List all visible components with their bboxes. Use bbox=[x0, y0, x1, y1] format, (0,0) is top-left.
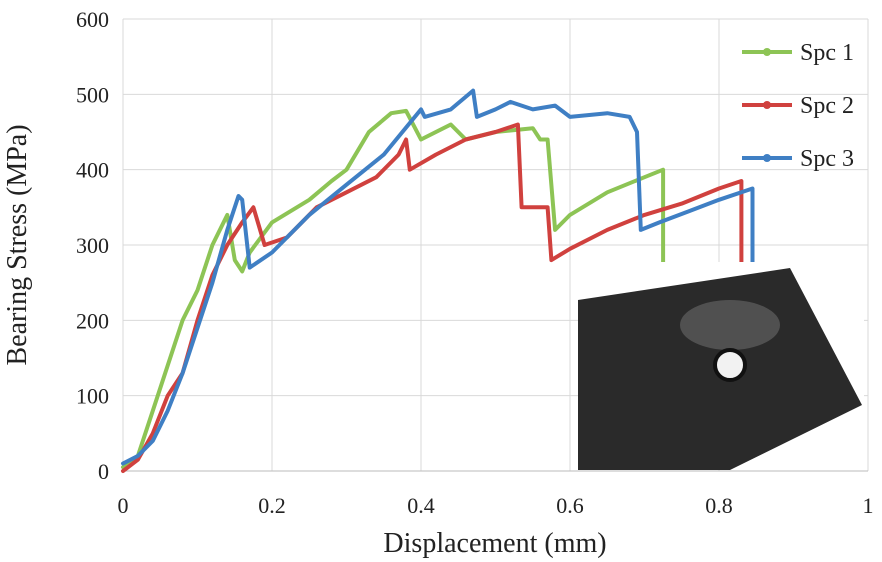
specimen-glare bbox=[680, 300, 780, 350]
x-tick-label: 0.8 bbox=[705, 493, 733, 518]
x-tick-label: 0 bbox=[118, 493, 129, 518]
y-tick-label: 200 bbox=[76, 308, 109, 333]
y-tick-label: 500 bbox=[76, 82, 109, 107]
y-tick-label: 0 bbox=[98, 459, 109, 484]
legend-label: Spc 2 bbox=[800, 93, 854, 119]
legend-marker bbox=[763, 101, 771, 109]
specimen-photo bbox=[578, 262, 864, 470]
series-line bbox=[121, 108, 666, 470]
specimen-hole bbox=[713, 348, 747, 382]
legend-label: Spc 1 bbox=[800, 40, 854, 66]
legend-label: Spc 3 bbox=[800, 146, 854, 172]
y-tick-label: 100 bbox=[76, 384, 109, 409]
y-tick-label: 300 bbox=[76, 233, 109, 258]
legend-marker bbox=[763, 154, 771, 162]
y-tick-label: 400 bbox=[76, 158, 109, 183]
y-axis-title: Bearing Stress (MPa) bbox=[2, 124, 33, 365]
x-tick-label: 0.4 bbox=[407, 493, 435, 518]
x-tick-label: 1 bbox=[863, 493, 874, 518]
series-line bbox=[121, 122, 744, 473]
series-line bbox=[121, 88, 755, 466]
y-tick-label: 600 bbox=[76, 7, 109, 32]
x-tick-label: 0.6 bbox=[556, 493, 584, 518]
x-axis-title: Displacement (mm) bbox=[383, 528, 606, 559]
legend-marker bbox=[763, 48, 771, 56]
x-tick-label: 0.2 bbox=[258, 493, 286, 518]
